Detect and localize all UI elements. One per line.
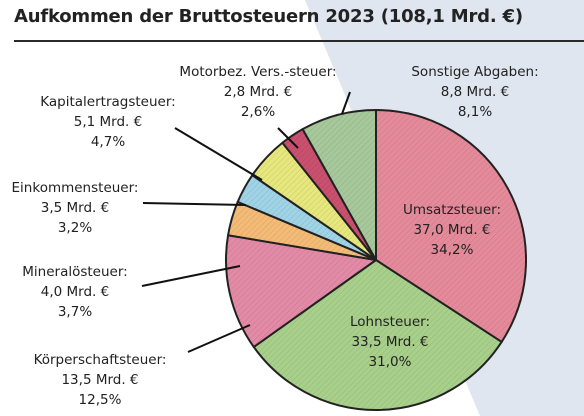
slice-percent: 31,0% <box>368 354 412 370</box>
leader-line-7 <box>341 91 351 115</box>
slice-label-0: Umsatzsteuer: 37,0 Mrd. € 34,2% <box>352 200 552 260</box>
slice-value: 3,5 Mrd. € <box>40 200 110 216</box>
leader-line-5 <box>174 127 263 181</box>
slice-value: 13,5 Mrd. € <box>61 372 139 388</box>
slice-name: Einkommensteuer: <box>11 180 139 196</box>
slice-name: Körperschaftsteuer: <box>33 352 167 368</box>
slice-value: 4,0 Mrd. € <box>40 284 110 300</box>
slice-name: Motorbez. Vers.-steuer: <box>179 64 337 80</box>
slice-percent: 12,5% <box>78 392 122 408</box>
slice-value: 2,8 Mrd. € <box>223 84 293 100</box>
slice-label-4: Einkommensteuer: 3,5 Mrd. € 3,2% <box>0 178 175 238</box>
slice-value: 33,5 Mrd. € <box>351 334 429 350</box>
slice-name: Umsatzsteuer: <box>402 202 502 218</box>
slice-label-3: Mineralösteuer: 4,0 Mrd. € 3,7% <box>0 262 175 322</box>
pie-slice-hatch-4 <box>237 175 376 260</box>
leader-line-3 <box>141 265 241 287</box>
pie-slice-hatch-2 <box>225 235 376 347</box>
slice-name: Mineralösteuer: <box>22 264 128 280</box>
slice-value: 37,0 Mrd. € <box>413 222 491 238</box>
slice-percent: 4,7% <box>90 134 126 150</box>
slice-label-5: Kapitalertragsteuer: 5,1 Mrd. € 4,7% <box>8 92 208 152</box>
slice-value: 5,1 Mrd. € <box>73 114 143 130</box>
slice-value: 8,8 Mrd. € <box>440 84 510 100</box>
pie-slice-hatch-5 <box>252 142 376 260</box>
pie-slice-hatch-1 <box>253 260 502 411</box>
slice-label-1: Lohnsteuer: 33,5 Mrd. € 31,0% <box>290 312 490 372</box>
slice-name: Sonstige Abgaben: <box>411 64 539 80</box>
slice-label-2: Körperschaftsteuer: 13,5 Mrd. € 12,5% <box>0 350 200 410</box>
title-divider <box>14 40 584 42</box>
slice-percent: 3,7% <box>57 304 93 320</box>
pie-slice-hatch-6 <box>282 129 376 260</box>
leader-line-6 <box>277 127 299 149</box>
pie-slice-hatch-7 <box>302 110 376 260</box>
slice-label-7: Sonstige Abgaben: 8,8 Mrd. € 8,1% <box>375 62 575 122</box>
slice-label-6: Motorbez. Vers.-steuer: 2,8 Mrd. € 2,6% <box>158 62 358 122</box>
leader-line-4 <box>142 202 247 206</box>
slice-percent: 8,1% <box>457 104 493 120</box>
slice-name: Lohnsteuer: <box>349 314 430 330</box>
slice-percent: 3,2% <box>57 220 93 236</box>
chart-title: Aufkommen der Bruttosteuern 2023 (108,1 … <box>14 6 523 27</box>
leader-line-2 <box>187 324 251 353</box>
slice-percent: 34,2% <box>430 242 474 258</box>
slice-percent: 2,6% <box>240 104 276 120</box>
slice-name: Kapitalertragsteuer: <box>40 94 176 110</box>
